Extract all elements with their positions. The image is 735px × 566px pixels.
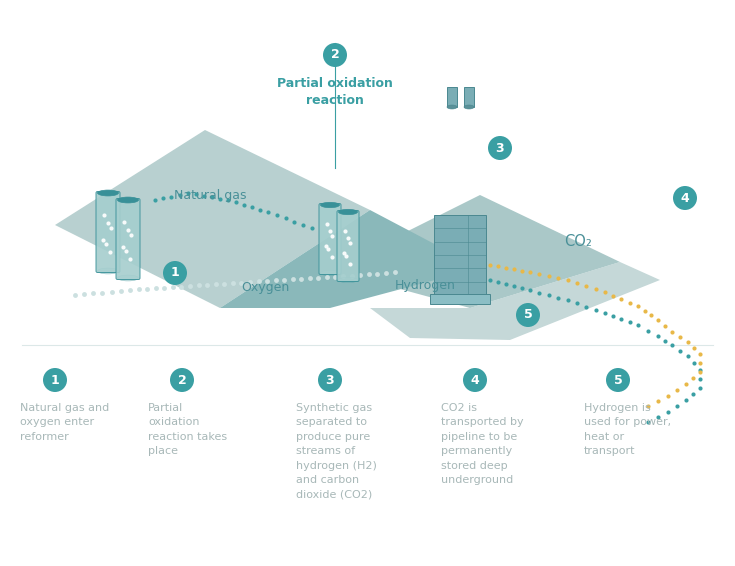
Point [182, 188, 194, 198]
Point [345, 238, 356, 247]
Point [524, 268, 536, 277]
Point [118, 217, 130, 226]
Ellipse shape [98, 190, 118, 196]
Point [96, 288, 108, 297]
Ellipse shape [320, 271, 340, 276]
Text: Hydrogen is
used for power,
heat or
transport: Hydrogen is used for power, heat or tran… [584, 403, 671, 456]
Point [306, 224, 318, 233]
Text: Natural gas: Natural gas [173, 188, 246, 201]
Point [484, 260, 496, 269]
Point [104, 224, 116, 233]
Point [176, 282, 187, 291]
Point [363, 270, 375, 279]
Point [340, 252, 352, 261]
Point [590, 305, 602, 314]
Point [141, 284, 153, 293]
Point [492, 277, 504, 286]
Point [79, 290, 90, 299]
Ellipse shape [339, 277, 357, 282]
Point [652, 413, 664, 422]
Point [298, 220, 309, 229]
Point [121, 246, 132, 255]
Point [122, 225, 134, 234]
Point [553, 273, 564, 282]
Point [342, 233, 354, 242]
Point [682, 351, 694, 361]
Point [159, 283, 171, 292]
Point [652, 332, 664, 341]
Point [246, 203, 258, 212]
Point [354, 271, 366, 280]
Point [516, 284, 528, 293]
Point [124, 285, 136, 294]
Text: Hydrogen: Hydrogen [395, 278, 456, 291]
Circle shape [43, 368, 67, 392]
Polygon shape [220, 210, 480, 308]
Point [339, 226, 351, 235]
Point [581, 281, 592, 290]
Point [244, 277, 256, 286]
Text: 2: 2 [178, 374, 187, 387]
Point [484, 276, 496, 285]
Ellipse shape [320, 202, 340, 208]
Point [553, 293, 564, 302]
Text: 3: 3 [495, 142, 504, 155]
Point [607, 311, 619, 320]
Point [508, 265, 520, 274]
Point [642, 401, 654, 410]
Text: Partial
oxidation
reaction takes
place: Partial oxidation reaction takes place [148, 403, 227, 456]
Point [69, 290, 81, 299]
Text: 5: 5 [614, 374, 623, 387]
Point [666, 328, 678, 337]
Point [680, 379, 692, 388]
Point [287, 275, 298, 284]
Point [214, 194, 226, 203]
Ellipse shape [98, 268, 118, 274]
Text: 2: 2 [331, 49, 340, 62]
Point [174, 190, 186, 199]
Point [642, 418, 654, 427]
Point [687, 374, 699, 383]
Point [562, 276, 574, 285]
Point [253, 277, 265, 286]
Point [508, 281, 520, 290]
Point [534, 269, 545, 278]
Point [674, 346, 686, 355]
Point [682, 337, 694, 346]
Point [230, 198, 242, 207]
Circle shape [516, 303, 540, 327]
Point [289, 217, 301, 226]
Point [599, 288, 611, 297]
Point [206, 192, 218, 201]
Point [687, 389, 699, 398]
Point [500, 280, 512, 289]
Text: CO2 is
transported by
pipeline to be
permanently
stored deep
underground: CO2 is transported by pipeline to be per… [441, 403, 523, 485]
Point [235, 278, 247, 287]
Point [671, 401, 683, 410]
Point [659, 321, 671, 331]
Point [345, 271, 357, 280]
Point [261, 276, 273, 285]
Text: 5: 5 [523, 308, 532, 321]
FancyBboxPatch shape [116, 199, 140, 280]
Point [123, 255, 135, 264]
Text: Synthetic gas
separated to
produce pure
streams of
hydrogen (H2)
and carbon
diox: Synthetic gas separated to produce pure … [296, 403, 377, 499]
Circle shape [606, 368, 630, 392]
Point [632, 320, 644, 329]
Point [694, 366, 706, 375]
Circle shape [323, 43, 347, 67]
Ellipse shape [118, 197, 138, 203]
Point [324, 226, 336, 235]
Point [581, 302, 592, 311]
Point [624, 318, 636, 327]
Point [543, 272, 555, 281]
Text: CO₂: CO₂ [564, 234, 592, 250]
Circle shape [673, 186, 697, 210]
Point [133, 285, 145, 294]
Point [270, 276, 282, 285]
Point [190, 190, 202, 199]
Bar [447, 87, 457, 107]
Ellipse shape [118, 275, 138, 281]
Point [694, 358, 706, 367]
Point [688, 358, 700, 367]
